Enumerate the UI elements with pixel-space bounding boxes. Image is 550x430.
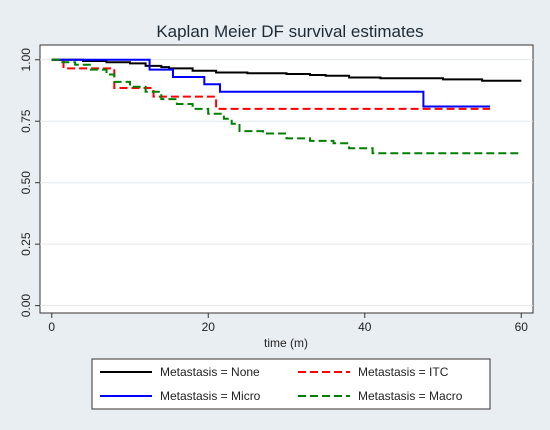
series-line-none — [51, 58, 522, 82]
legend-label-itc: Metastasis = ITC — [358, 365, 449, 379]
x-tick-label: 40 — [358, 320, 372, 334]
legend: Metastasis = None Metastasis = ITC Metasta… — [91, 358, 491, 410]
legend-box — [91, 358, 491, 410]
series-line-itc — [51, 58, 490, 110]
y-tick-label: 0.50 — [19, 171, 33, 195]
axes: 0.00 0.25 0.50 0.75 1.00 0 20 40 60 — [19, 48, 528, 334]
y-tick-label: 1.00 — [19, 48, 33, 72]
plot-area — [39, 44, 534, 314]
x-tick-label: 0 — [48, 320, 55, 334]
chart-title: Kaplan Meier DF survival estimates — [156, 22, 423, 41]
x-tick-label: 60 — [515, 320, 529, 334]
y-tick-label: 0.00 — [19, 294, 33, 318]
y-tick-label: 0.75 — [19, 109, 33, 133]
x-tick-label: 20 — [202, 320, 216, 334]
legend-label-micro: Metastasis = Micro — [160, 389, 261, 403]
series-lines — [51, 58, 522, 155]
y-tick-label: 0.25 — [19, 232, 33, 256]
x-axis-title: time (m) — [264, 336, 308, 350]
series-line-macro — [51, 58, 522, 155]
series-line-micro — [51, 58, 490, 108]
legend-label-macro: Metastasis = Macro — [358, 389, 463, 403]
legend-label-none: Metastasis = None — [160, 365, 260, 379]
